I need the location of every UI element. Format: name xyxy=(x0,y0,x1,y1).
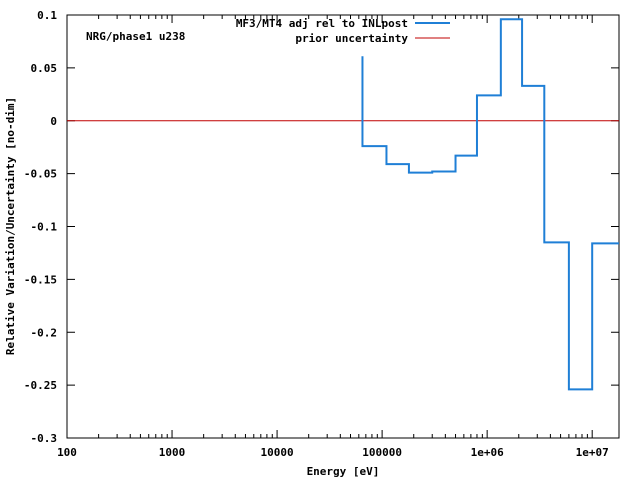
y-tick-label: -0.2 xyxy=(31,326,58,339)
plot-area xyxy=(66,14,620,439)
y-tick-label: -0.05 xyxy=(24,168,57,181)
legend: MF3/MT4 adj rel to INLpost prior uncerta… xyxy=(236,17,450,45)
x-tick-label: 1000 xyxy=(159,446,186,459)
y-tick-label: -0.3 xyxy=(31,432,58,445)
y-tick-label: -0.15 xyxy=(24,273,57,286)
series-adj-step-line xyxy=(361,18,619,391)
x-tick-label: 1e+07 xyxy=(576,446,609,459)
y-tick-label: 0.1 xyxy=(37,9,57,22)
y-tick-label: 0 xyxy=(50,115,57,128)
legend-label-prior: prior uncertainty xyxy=(295,32,408,45)
x-tick-label: 1e+06 xyxy=(471,446,504,459)
axis-ticks: 100 1000 10000 100000 1e+06 1e+07 0.1 0.05 0 -0.0… xyxy=(24,9,619,459)
plot-frame xyxy=(66,14,620,439)
y-axis-label: Relative Variation/Uncertainty [no-dim] xyxy=(4,97,17,355)
legend-label-adj: MF3/MT4 adj rel to INLpost xyxy=(236,17,408,30)
x-axis-label: Energy [eV] xyxy=(307,465,380,478)
x-tick-label: 100000 xyxy=(362,446,402,459)
x-tick-label: 100 xyxy=(57,446,77,459)
series-layer xyxy=(67,18,619,391)
y-tick-label: -0.1 xyxy=(31,221,58,234)
chart-annotation: NRG/phase1 u238 xyxy=(86,30,185,43)
x-tick-label: 10000 xyxy=(261,446,294,459)
y-tick-label: -0.25 xyxy=(24,379,57,392)
y-tick-label: 0.05 xyxy=(31,62,58,75)
